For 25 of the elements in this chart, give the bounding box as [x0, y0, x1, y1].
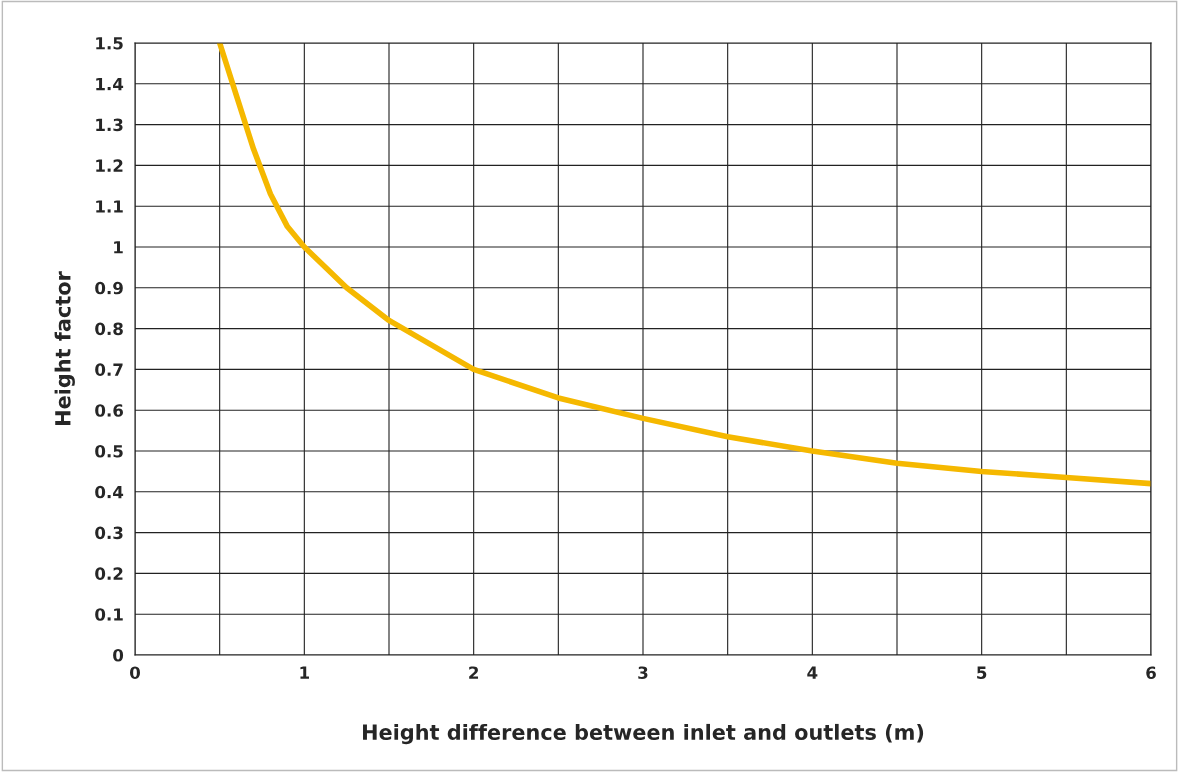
y-tick-label: 0.8 [95, 322, 123, 336]
y-tick-label: 0.6 [95, 404, 123, 417]
x-axis-title: Height difference between inlet and outlets (m) [363, 723, 924, 745]
x-tick-label: 4 [807, 666, 818, 679]
x-tick-label: 0 [130, 666, 140, 680]
x-tick-label: 6 [1146, 666, 1156, 680]
y-tick-label: 0.5 [95, 444, 123, 458]
y-tick-label: 1.1 [96, 200, 123, 213]
y-tick-label: 0.7 [95, 363, 123, 376]
y-tick-label: 0.9 [95, 281, 123, 295]
x-tick-label: 1 [300, 666, 309, 679]
y-tick-label: 1.4 [96, 77, 124, 91]
y-tick-label: 0.2 [95, 567, 123, 580]
x-tick-label: 2 [469, 666, 479, 679]
y-axis-title: Height factor [54, 271, 75, 425]
y-tick-label: 1 [114, 241, 123, 254]
x-tick-label: 3 [638, 666, 648, 680]
y-tick-label: 0 [113, 648, 124, 662]
y-tick-label: 1.3 [96, 118, 123, 132]
y-tick-label: 1.5 [96, 37, 123, 50]
y-tick-label: 0.3 [95, 526, 123, 540]
y-tick-label: 1.2 [96, 159, 123, 172]
x-tick-label: 5 [977, 666, 987, 680]
y-tick-label: 0.4 [95, 485, 124, 499]
y-tick-label: 0.1 [95, 608, 123, 621]
